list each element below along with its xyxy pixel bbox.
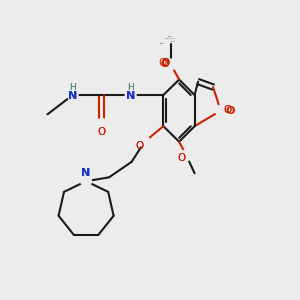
Circle shape — [215, 105, 226, 116]
Text: O: O — [98, 127, 106, 137]
Circle shape — [68, 90, 78, 101]
Circle shape — [166, 59, 176, 70]
Text: O: O — [224, 106, 232, 116]
Text: O: O — [226, 106, 235, 116]
Circle shape — [97, 118, 107, 129]
Text: N: N — [82, 168, 91, 178]
Circle shape — [125, 90, 136, 101]
Text: O: O — [224, 106, 232, 116]
Text: methoxy_top: methoxy_top — [166, 37, 176, 39]
Circle shape — [139, 136, 150, 147]
Text: N: N — [82, 168, 91, 178]
Text: O: O — [177, 153, 185, 163]
Text: O: O — [161, 58, 169, 68]
Text: H: H — [127, 83, 134, 92]
Text: O: O — [136, 141, 144, 152]
Text: H: H — [127, 83, 134, 92]
Text: methyl: methyl — [160, 42, 165, 44]
Text: O: O — [177, 153, 185, 163]
Circle shape — [181, 150, 192, 161]
Text: methyl: methyl — [171, 41, 176, 42]
Text: N: N — [126, 91, 135, 100]
Text: N: N — [68, 91, 77, 100]
Text: O: O — [158, 58, 166, 68]
Text: O: O — [161, 58, 169, 68]
Text: O: O — [160, 59, 168, 69]
Text: O: O — [98, 127, 106, 137]
Text: O: O — [160, 59, 169, 69]
Text: N: N — [126, 91, 135, 100]
Text: O: O — [136, 141, 144, 152]
Circle shape — [81, 176, 92, 187]
Text: H: H — [69, 83, 76, 92]
Text: methyl: methyl — [168, 35, 173, 37]
Text: N: N — [68, 91, 77, 100]
Text: H: H — [69, 83, 76, 92]
